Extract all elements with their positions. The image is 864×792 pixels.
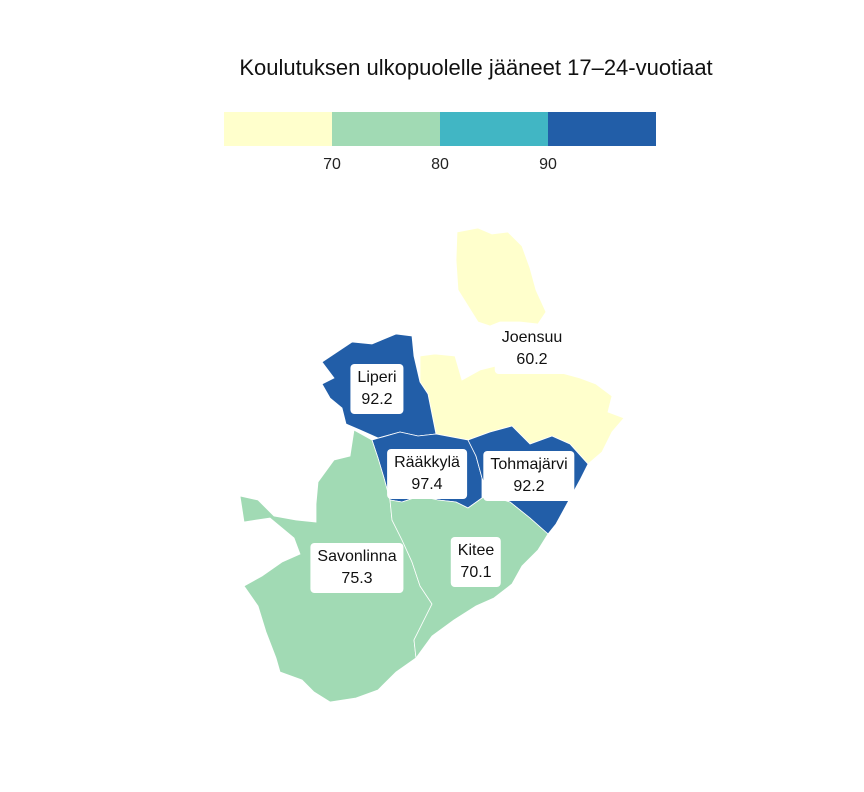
legend-swatch-4 xyxy=(548,112,656,146)
region-name-joensuu: Joensuu xyxy=(501,329,563,346)
region-value-liperi: 92.2 xyxy=(361,391,393,408)
region-value-raakkyla: 97.4 xyxy=(411,476,443,493)
region-label-raakkyla: Rääkkylä 97.4 xyxy=(387,449,467,499)
region-label-tohmajarvi: Tohmajärvi 92.2 xyxy=(483,451,575,501)
region-name-raakkyla: Rääkkylä xyxy=(394,454,460,471)
region-value-joensuu: 60.2 xyxy=(516,351,548,368)
map-title: Koulutuksen ulkopuolelle jääneet 17–24-v… xyxy=(239,55,713,80)
legend-swatch-1 xyxy=(224,112,332,146)
region-label-liperi: Liperi 92.2 xyxy=(350,364,404,414)
legend-swatch-2 xyxy=(332,112,440,146)
legend-tick-70: 70 xyxy=(323,156,341,173)
region-name-kitee: Kitee xyxy=(457,542,495,559)
region-label-kitee: Kitee 70.1 xyxy=(450,537,502,587)
region-name-tohmajarvi: Tohmajärvi xyxy=(490,456,568,473)
legend-swatch-3 xyxy=(440,112,548,146)
region-value-savonlinna: 75.3 xyxy=(341,570,373,587)
region-name-liperi: Liperi xyxy=(357,369,397,386)
legend-tick-90: 90 xyxy=(539,156,557,173)
color-legend xyxy=(224,112,656,146)
region-name-savonlinna: Savonlinna xyxy=(317,548,397,565)
legend-tick-80: 80 xyxy=(431,156,449,173)
region-value-kitee: 70.1 xyxy=(460,564,492,581)
region-value-tohmajarvi: 92.2 xyxy=(513,478,545,495)
region-label-joensuu: Joensuu 60.2 xyxy=(494,324,570,374)
region-label-savonlinna: Savonlinna 75.3 xyxy=(310,543,404,593)
